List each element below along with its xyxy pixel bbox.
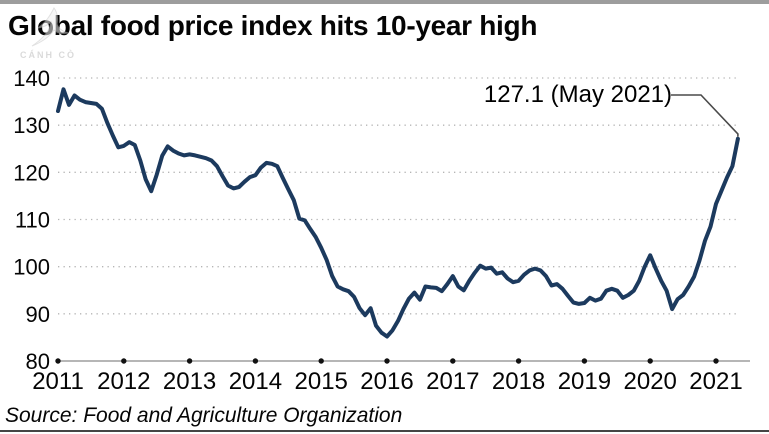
x-axis-label: 2016 (360, 368, 413, 395)
x-axis-label: 2021 (689, 368, 742, 395)
y-axis-label: 130 (13, 113, 50, 138)
x-axis-label: 2013 (163, 368, 216, 395)
x-axis-label: 2014 (229, 368, 282, 395)
y-axis-label: 80 (26, 349, 50, 374)
top-border-bar (0, 0, 769, 4)
annotation-callout-line (671, 94, 739, 137)
x-axis-label: 2015 (295, 368, 348, 395)
y-axis-label: 90 (26, 302, 50, 327)
y-axis-label: 120 (13, 160, 50, 185)
annotation-label: 127.1 (May 2021) (483, 81, 672, 108)
x-tick-dot (450, 358, 456, 364)
y-axis-label: 140 (13, 66, 50, 91)
x-axis-label: 2018 (492, 368, 545, 395)
x-axis-label: 2012 (97, 368, 150, 395)
x-tick-dot (581, 358, 588, 364)
x-tick-dot (252, 358, 259, 364)
x-axis-label: 2011 (32, 368, 84, 395)
x-axis-label: 2019 (558, 368, 611, 395)
x-axis-label: 2017 (426, 368, 479, 395)
source-text: Source: Food and Agriculture Organizatio… (5, 404, 403, 427)
x-tick-dot (515, 358, 522, 364)
price-line (56, 87, 740, 339)
x-tick-dot (186, 358, 193, 364)
page-title: Global food price index hits 10-year hig… (8, 10, 538, 41)
x-axis-label: 2020 (624, 368, 677, 395)
x-tick-dot (647, 358, 653, 364)
bottom-border-bar (0, 430, 769, 432)
x-tick-dot (713, 358, 719, 364)
x-tick-dot (384, 358, 390, 364)
x-tick-dot (318, 358, 324, 364)
y-axis-label: 110 (15, 208, 50, 233)
x-tick-dot (121, 358, 127, 364)
x-tick-dot (55, 358, 61, 364)
y-axis-label: 100 (13, 255, 50, 280)
